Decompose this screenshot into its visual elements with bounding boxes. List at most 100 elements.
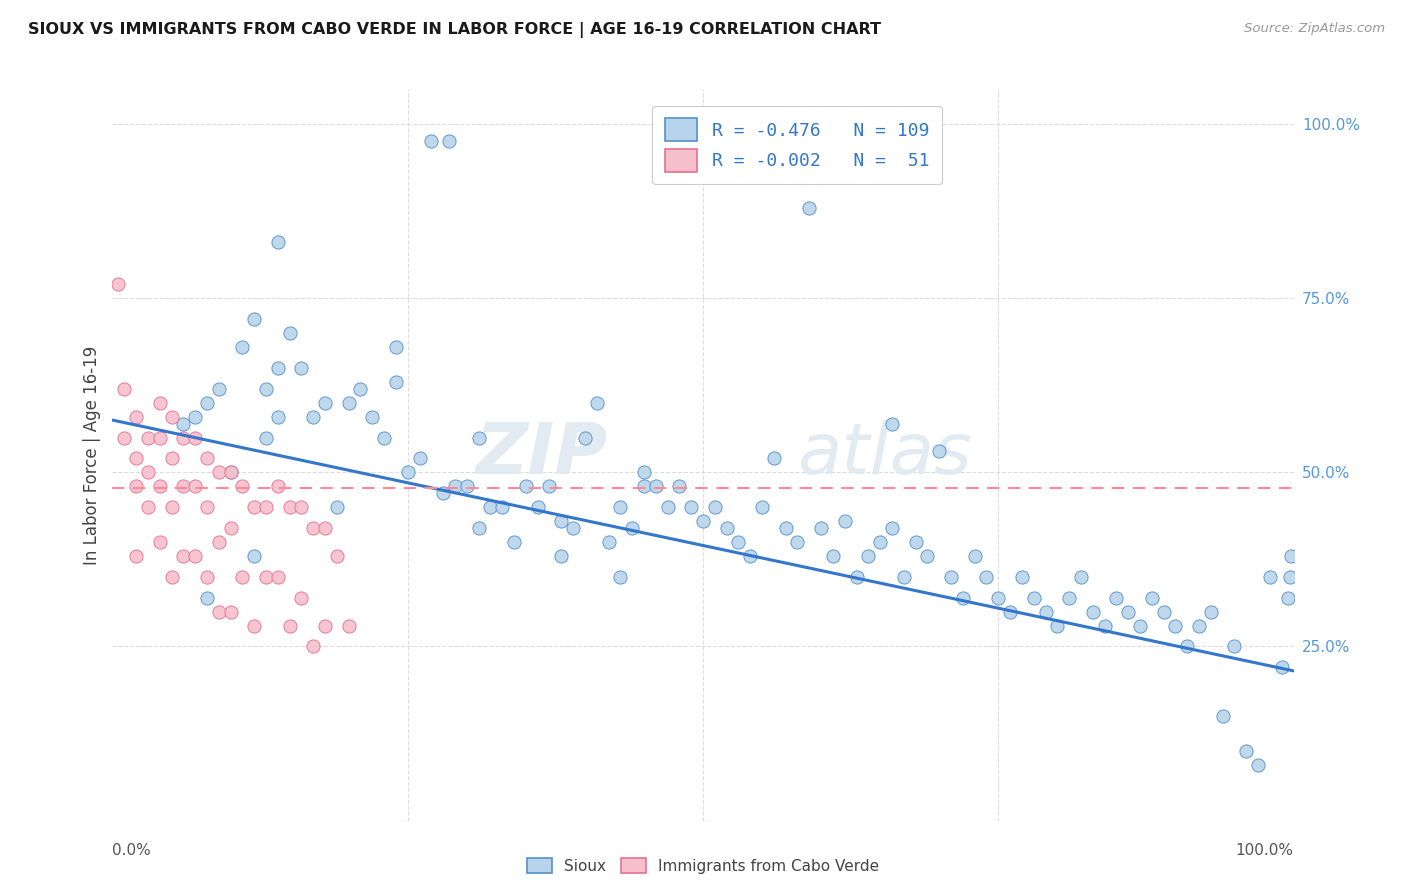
Point xyxy=(869,535,891,549)
Point xyxy=(928,444,950,458)
Point xyxy=(562,521,585,535)
Point xyxy=(1277,591,1299,605)
Point xyxy=(987,591,1010,605)
Point xyxy=(172,417,194,431)
Point xyxy=(219,521,242,535)
Point xyxy=(976,570,998,584)
Text: 0.0%: 0.0% xyxy=(112,843,152,858)
Point xyxy=(184,430,207,444)
Point xyxy=(314,395,336,409)
Text: SIOUX VS IMMIGRANTS FROM CABO VERDE IN LABOR FORCE | AGE 16-19 CORRELATION CHART: SIOUX VS IMMIGRANTS FROM CABO VERDE IN L… xyxy=(28,22,882,38)
Point xyxy=(172,479,194,493)
Point xyxy=(208,605,231,619)
Point xyxy=(302,521,325,535)
Point xyxy=(172,430,194,444)
Point xyxy=(302,640,325,654)
Point xyxy=(821,549,844,563)
Point xyxy=(326,500,349,515)
Point xyxy=(1094,618,1116,632)
Point xyxy=(125,549,148,563)
Point xyxy=(1223,640,1246,654)
Point xyxy=(219,466,242,480)
Point xyxy=(1279,549,1302,563)
Point xyxy=(609,500,631,515)
Point xyxy=(208,535,231,549)
Point xyxy=(786,535,808,549)
Point xyxy=(550,549,572,563)
Point xyxy=(1081,605,1104,619)
Point xyxy=(1278,570,1301,584)
Point xyxy=(112,382,135,396)
Point xyxy=(160,409,183,424)
Point xyxy=(278,500,301,515)
Point xyxy=(526,500,548,515)
Point xyxy=(184,549,207,563)
Point xyxy=(467,430,489,444)
Point xyxy=(243,618,266,632)
Point xyxy=(538,479,561,493)
Point xyxy=(880,417,903,431)
Point xyxy=(880,521,903,535)
Point xyxy=(917,549,939,563)
Point xyxy=(1188,618,1211,632)
Text: ZIP: ZIP xyxy=(477,420,609,490)
Point xyxy=(998,605,1021,619)
Point xyxy=(254,570,277,584)
Point xyxy=(195,500,218,515)
Point xyxy=(195,570,218,584)
Point xyxy=(408,451,430,466)
Point xyxy=(845,570,868,584)
Point xyxy=(290,500,312,515)
Point xyxy=(219,605,242,619)
Point xyxy=(437,135,460,149)
Point xyxy=(963,549,986,563)
Point xyxy=(1234,744,1257,758)
Point xyxy=(681,500,703,515)
Point xyxy=(172,549,194,563)
Point xyxy=(633,479,655,493)
Point xyxy=(231,340,253,354)
Point xyxy=(1140,591,1163,605)
Point xyxy=(314,618,336,632)
Point xyxy=(290,591,312,605)
Point xyxy=(243,312,266,326)
Point xyxy=(349,382,371,396)
Point xyxy=(1258,570,1281,584)
Point xyxy=(337,618,360,632)
Point xyxy=(727,535,749,549)
Point xyxy=(254,430,277,444)
Point xyxy=(834,514,856,528)
Point xyxy=(278,618,301,632)
Point xyxy=(491,500,513,515)
Point xyxy=(267,235,290,250)
Point xyxy=(254,382,277,396)
Point xyxy=(243,500,266,515)
Point xyxy=(385,375,408,389)
Point xyxy=(160,451,183,466)
Point xyxy=(574,430,596,444)
Point xyxy=(149,395,172,409)
Point xyxy=(361,409,384,424)
Point xyxy=(1199,605,1222,619)
Text: 100.0%: 100.0% xyxy=(1236,843,1294,858)
Point xyxy=(195,451,218,466)
Point xyxy=(703,500,725,515)
Point xyxy=(267,360,290,375)
Point xyxy=(396,466,419,480)
Point xyxy=(160,500,183,515)
Point xyxy=(326,549,349,563)
Legend: R = -0.476   N = 109, R = -0.002   N =  51: R = -0.476 N = 109, R = -0.002 N = 51 xyxy=(652,105,942,185)
Point xyxy=(657,500,679,515)
Point xyxy=(479,500,502,515)
Point xyxy=(775,521,797,535)
Point xyxy=(467,521,489,535)
Point xyxy=(136,430,159,444)
Point xyxy=(107,277,129,292)
Point xyxy=(893,570,915,584)
Point xyxy=(952,591,974,605)
Point xyxy=(337,395,360,409)
Point xyxy=(385,340,408,354)
Point xyxy=(195,591,218,605)
Point xyxy=(302,409,325,424)
Point xyxy=(1153,605,1175,619)
